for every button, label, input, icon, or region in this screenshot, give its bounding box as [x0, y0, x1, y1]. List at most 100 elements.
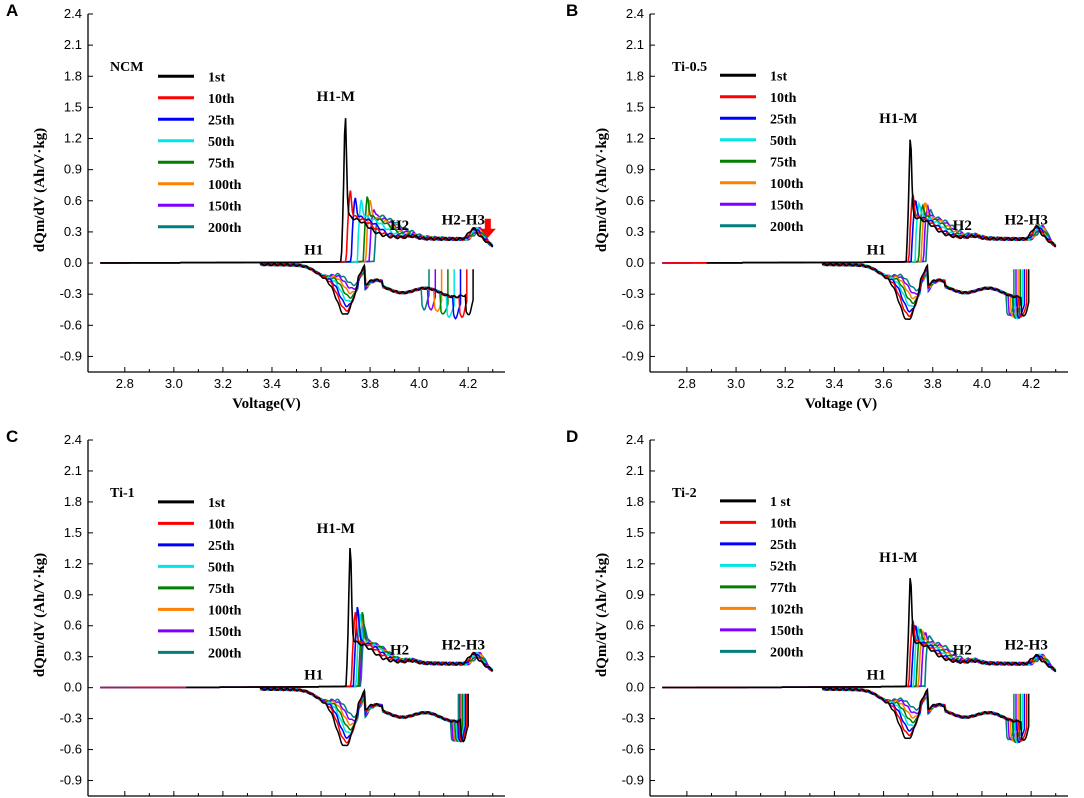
y-tick-label: 1.2: [64, 556, 82, 571]
x-tick-label: 2.8: [116, 376, 134, 391]
chart-panel-c: 2.4 2.1 1.8 1.5 1.2 0.9 0.6 0.3 0.0 -0.3 -0.6 -0.9 2…: [6, 427, 505, 797]
y-tick-label: 0.6: [626, 618, 644, 633]
discharge-curve-1st: [821, 687, 1030, 742]
legend-entry: 200th: [770, 645, 804, 660]
peak-annotation: H2: [390, 218, 409, 234]
peak-annotation: H1: [867, 667, 886, 683]
y-tick-label: 1.2: [626, 131, 644, 146]
y-tick-label: 0.9: [64, 587, 82, 602]
discharge-curve-75th: [822, 262, 1021, 319]
y-tick-label: -0.9: [60, 348, 82, 363]
charge-curve-150th: [100, 624, 493, 689]
y-tick-label: 0.0: [64, 255, 82, 270]
legend-entry: 10th: [770, 91, 797, 106]
y-tick-label: -0.9: [622, 773, 644, 788]
charge-curve-200th: [662, 208, 1056, 264]
legend-entry: 25th: [770, 538, 797, 553]
x-tick-label: 3.6: [312, 376, 330, 391]
peak-annotation: H1: [867, 243, 886, 259]
charge-curve-77th: [662, 628, 1057, 689]
charge-curve-100th: [662, 202, 1057, 264]
x-tick-label: 3.4: [263, 376, 281, 391]
legend-entry: 75th: [208, 582, 235, 597]
peak-annotation: H2-H3: [1005, 637, 1048, 653]
x-tick-label: 3.2: [214, 376, 232, 391]
panel-letter: D: [566, 427, 578, 446]
discharge-curve-52th: [822, 687, 1024, 745]
y-tick-label: 0.3: [64, 224, 82, 239]
y-tick-label: 0.6: [64, 618, 82, 633]
y-tick-label: -0.6: [622, 742, 644, 757]
y-tick-label: -0.6: [60, 317, 82, 332]
y-tick-label: 1.2: [64, 131, 82, 146]
x-axis-label: Voltage (V): [805, 396, 877, 412]
y-tick-label: 0.0: [64, 680, 82, 695]
red-arrow-icon: [479, 218, 496, 238]
y-tick-label: 2.1: [626, 463, 644, 478]
panel-letter: C: [6, 427, 18, 446]
discharge-curve-25th: [259, 262, 462, 320]
charge-curve-75th: [100, 611, 494, 689]
legend-entry: 10th: [208, 92, 235, 107]
y-tick-label: -0.3: [622, 711, 644, 726]
x-tick-label: 4.2: [1022, 376, 1040, 391]
y-tick-label: 1.8: [626, 68, 644, 83]
legend-entry: 1st: [208, 496, 225, 511]
legend-entry: 25th: [770, 112, 797, 127]
legend-entry: 100th: [770, 177, 804, 192]
x-tick-label: 3.6: [875, 376, 893, 391]
sample-label: NCM: [110, 60, 143, 75]
sample-label: Ti-1: [110, 486, 135, 501]
charge-curve-25th: [662, 624, 1056, 689]
legend-entry: 10th: [770, 516, 797, 531]
charge-curve-25th: [662, 200, 1056, 264]
charge-curve-100th: [100, 200, 494, 264]
y-tick-label: 2.1: [64, 463, 82, 478]
charge-curve-50th: [100, 199, 494, 264]
x-tick-label: 3.8: [924, 376, 942, 391]
peak-annotation: H2: [953, 218, 972, 234]
legend-entry: 100th: [208, 178, 242, 193]
legend-entry: 150th: [208, 625, 242, 640]
y-tick-label: 0.9: [64, 162, 82, 177]
y-tick-label: 0.6: [626, 193, 644, 208]
legend-entry: 10th: [208, 517, 235, 532]
legend-entry: 1 st: [770, 495, 791, 510]
y-axis-label: dQm/dV (Ah/V·kg): [32, 128, 48, 252]
y-tick-label: 1.5: [64, 99, 82, 114]
charge-curve-50th: [662, 200, 1057, 264]
x-tick-label: 3.0: [727, 376, 745, 391]
y-tick-label: 0.3: [64, 649, 82, 664]
legend-entry: 75th: [770, 155, 797, 170]
legend-entry: 25th: [208, 539, 235, 554]
x-tick-label: 3.2: [776, 376, 794, 391]
x-tick-label: 4.2: [459, 376, 477, 391]
y-axis-label: dQm/dV (Ah/V·kg): [594, 128, 610, 252]
y-tick-label: 0.9: [626, 162, 644, 177]
peak-annotation: H1-M: [317, 89, 355, 105]
peak-annotation: H1: [304, 243, 323, 259]
y-axis-label: dQm/dV (Ah/V·kg): [32, 553, 48, 677]
charge-curve-1st: [100, 118, 494, 264]
x-tick-label: 2.8: [678, 376, 696, 391]
sample-label: Ti-0.5: [672, 60, 707, 75]
y-tick-label: 2.4: [626, 432, 644, 447]
legend-entry: 50th: [770, 134, 797, 149]
charge-curve-200th: [100, 625, 493, 689]
panel-letter: A: [6, 1, 18, 20]
panel-letter: B: [566, 1, 578, 20]
charge-curve-25th: [100, 197, 493, 264]
y-tick-label: 2.4: [626, 6, 644, 21]
y-tick-label: 1.5: [64, 525, 82, 540]
y-tick-label: 0.0: [626, 255, 644, 270]
y-tick-label: -0.3: [622, 286, 644, 301]
y-tick-label: 1.5: [626, 99, 644, 114]
y-tick-label: -0.3: [60, 286, 82, 301]
legend-entry: 200th: [208, 646, 242, 661]
legend-entry: 1st: [770, 69, 787, 84]
peak-annotation: H2: [390, 643, 409, 659]
discharge-curve-150th: [260, 262, 437, 311]
charge-curve-75th: [662, 202, 1057, 264]
peak-annotation: H2: [953, 643, 972, 659]
